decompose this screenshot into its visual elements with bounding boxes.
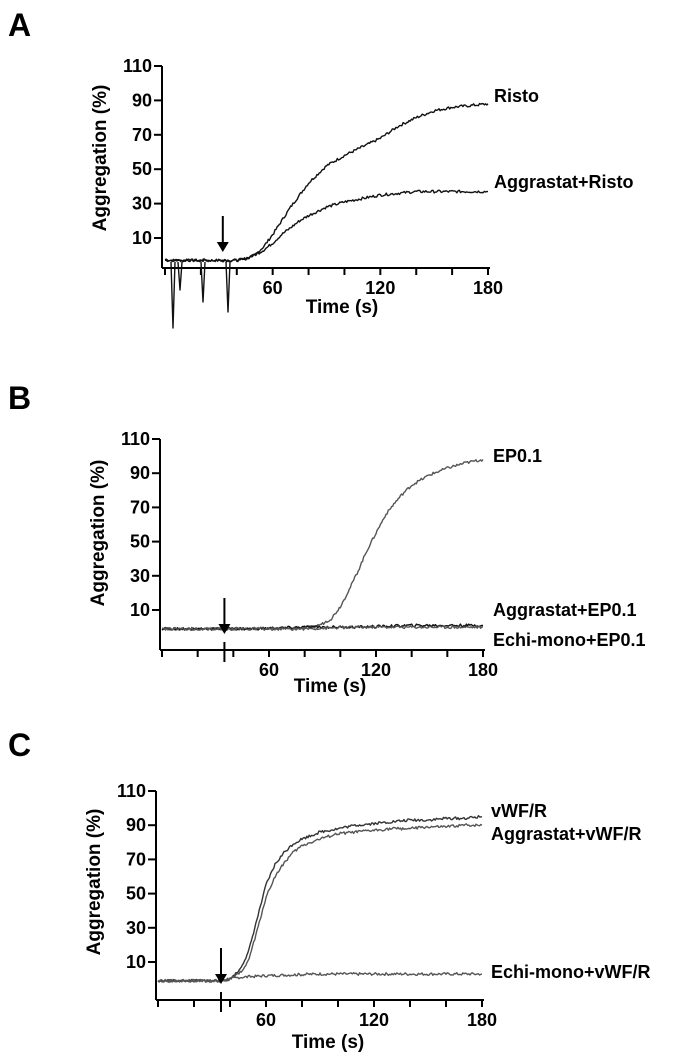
x-axis-title-b: Time (s) [294, 676, 367, 697]
series-label-a-0: Risto [494, 86, 539, 106]
y-tick-label-a-50: 50 [132, 159, 152, 179]
series-label-c-2: Echi-mono+vWF/R [491, 962, 651, 982]
series-line-b-2 [161, 625, 484, 631]
artifact-spike-2 [200, 261, 206, 303]
series-line-b-0 [161, 459, 484, 631]
x-tick-label-b-60: 60 [259, 660, 279, 680]
x-tick-label-a-120: 120 [365, 278, 395, 298]
y-axis-title-b: Aggregation (%) [88, 460, 109, 607]
panel-letter-c: C [8, 727, 31, 763]
series-line-a-0 [164, 102, 489, 263]
series-label-c-1: Aggrastat+vWF/R [491, 824, 642, 844]
x-tick-label-a-180: 180 [473, 278, 503, 298]
panel-a: A Aggregation (%) Time (s) 10 30 50 70 90 110… [8, 7, 634, 329]
x-axis-title-c: Time (s) [292, 1032, 365, 1053]
y-tick-label-a-30: 30 [132, 194, 152, 214]
y-tick-label-a-70: 70 [132, 125, 152, 145]
x-tick-label-a-60: 60 [263, 278, 283, 298]
y-tick-label-b-110: 110 [121, 429, 150, 449]
y-tick-label-c-50: 50 [126, 884, 146, 904]
x-tick-label-c-120: 120 [359, 1010, 389, 1030]
y-tick-label-c-30: 30 [126, 918, 146, 938]
y-tick-label-c-70: 70 [126, 849, 146, 869]
series-line-a-1 [164, 189, 489, 263]
y-tick-label-b-10: 10 [130, 600, 150, 620]
x-tick-label-c-60: 60 [256, 1010, 276, 1030]
y-tick-label-a-10: 10 [132, 228, 152, 248]
panel-letter-a: A [8, 7, 31, 43]
y-axis-title-a: Aggregation (%) [90, 85, 111, 232]
y-tick-label-b-50: 50 [130, 532, 150, 552]
injection-arrow-head-a [216, 242, 229, 252]
series-line-c-0 [157, 815, 483, 983]
injection-arrow-head-c [215, 974, 227, 984]
artifact-spike-0 [170, 261, 176, 329]
x-tick-label-c-180: 180 [467, 1010, 497, 1030]
series-label-a-1: Aggrastat+Risto [494, 172, 634, 192]
series-line-c-1 [157, 823, 483, 983]
injection-arrow-head-b [218, 624, 231, 634]
y-tick-label-b-70: 70 [130, 497, 150, 517]
x-tick-label-b-180: 180 [468, 660, 498, 680]
series-label-b-0: EP0.1 [493, 446, 542, 466]
y-axis-title-c: Aggregation (%) [84, 809, 105, 956]
y-tick-label-a-90: 90 [132, 90, 152, 110]
series-label-b-1: Aggrastat+EP0.1 [493, 600, 637, 620]
y-tick-label-c-10: 10 [126, 952, 146, 972]
panel-c: C Aggregation (%) Time (s) 10 30 50 70 90 110… [8, 727, 651, 1053]
series-label-b-2: Echi-mono+EP0.1 [493, 630, 646, 650]
y-tick-label-c-90: 90 [126, 815, 146, 835]
y-tick-label-c-110: 110 [117, 781, 146, 801]
artifact-spike-3 [225, 261, 231, 313]
y-tick-label-a-110: 110 [123, 56, 152, 76]
series-label-c-0: vWF/R [491, 801, 547, 821]
x-axis-title-a: Time (s) [306, 297, 379, 318]
panel-b: B Aggregation (%) Time (s) 10 30 50 70 90 110… [8, 380, 646, 697]
x-tick-label-b-120: 120 [361, 660, 391, 680]
artifact-spike-1 [177, 261, 183, 291]
y-tick-label-b-90: 90 [130, 463, 150, 483]
panel-letter-b: B [8, 380, 31, 416]
y-tick-label-b-30: 30 [130, 566, 150, 586]
series-line-c-2 [157, 972, 483, 983]
